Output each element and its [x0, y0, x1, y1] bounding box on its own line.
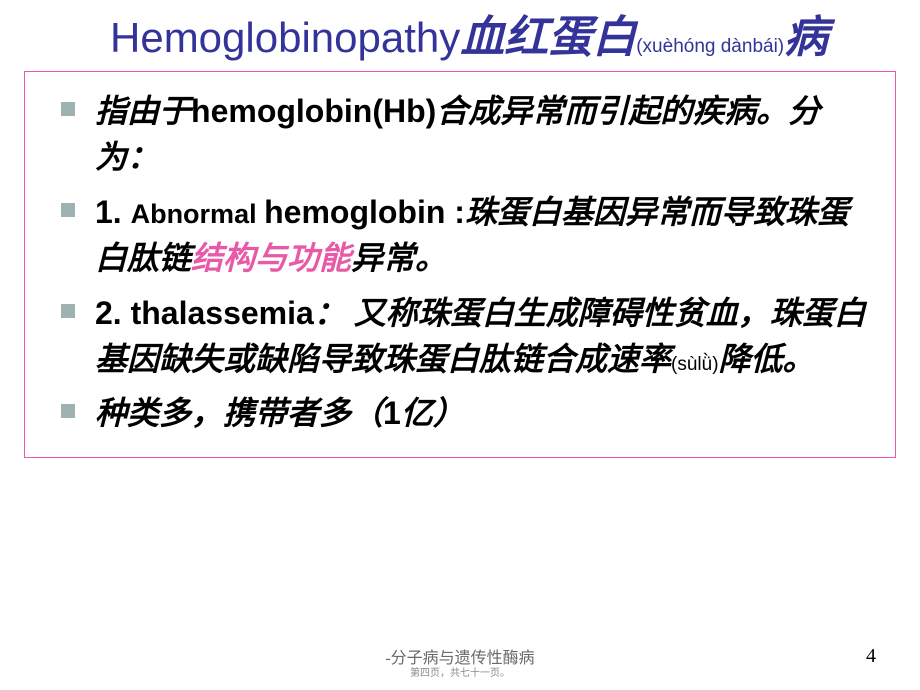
bullet-text: 1. Abnormal hemoglobin :珠蛋白基因异常而导致珠蛋白肽链结… [95, 189, 879, 282]
title-cn-2: 病 [784, 13, 828, 62]
slide: Hemoglobinopathy血红蛋白(xuèhóng dànbái)病 指由… [0, 0, 920, 690]
text-seg: 亿） [401, 395, 465, 431]
page-number: 4 [866, 645, 876, 668]
text-seg: 异常。 [351, 240, 447, 276]
text-seg: 1 [383, 395, 401, 431]
text-seg-highlight: 结构与功能 [191, 240, 351, 276]
bullet-text: 指由于hemoglobin(Hb)合成异常而引起的疾病。分为： [95, 88, 879, 181]
text-seg: 种类多，携带者多（ [95, 395, 383, 431]
bullet-square-icon [61, 203, 75, 217]
bullet-square-icon [61, 404, 75, 418]
text-seg: hemoglobin : [264, 194, 465, 230]
text-seg: 降低。 [719, 341, 815, 377]
content-box: 指由于hemoglobin(Hb)合成异常而引起的疾病。分为： 1. Abnor… [24, 71, 896, 458]
title-latin: Hemoglobinopathy [110, 14, 460, 61]
text-seg-pinyin: (sùlǜ) [671, 354, 719, 375]
bullet-item: 1. Abnormal hemoglobin :珠蛋白基因异常而导致珠蛋白肽链结… [41, 189, 879, 282]
text-seg: hemoglobin(Hb) [191, 93, 436, 129]
bullet-item: 指由于hemoglobin(Hb)合成异常而引起的疾病。分为： [41, 88, 879, 181]
text-seg: 2. thalassemia [95, 295, 314, 331]
slide-title: Hemoglobinopathy血红蛋白(xuèhóng dànbái)病 [24, 10, 896, 65]
bullet-square-icon [61, 102, 75, 116]
text-seg: Abnormal [131, 199, 265, 229]
title-pinyin: (xuèhóng dànbái) [636, 36, 784, 57]
bullet-text: 种类多，携带者多（1亿） [95, 390, 879, 436]
text-seg: 1. [95, 194, 131, 230]
bullet-text: 2. thalassemia： 又称珠蛋白生成障碍性贫血，珠蛋白基因缺失或缺陷导… [95, 290, 879, 383]
text-seg: 指由于 [95, 93, 191, 129]
bullet-item: 种类多，携带者多（1亿） [41, 390, 879, 436]
footer-page-info: 第四页，共七十一页。 [0, 664, 920, 679]
bullet-item: 2. thalassemia： 又称珠蛋白生成障碍性贫血，珠蛋白基因缺失或缺陷导… [41, 290, 879, 383]
title-cn-1: 血红蛋白 [460, 13, 636, 62]
bullet-square-icon [61, 304, 75, 318]
